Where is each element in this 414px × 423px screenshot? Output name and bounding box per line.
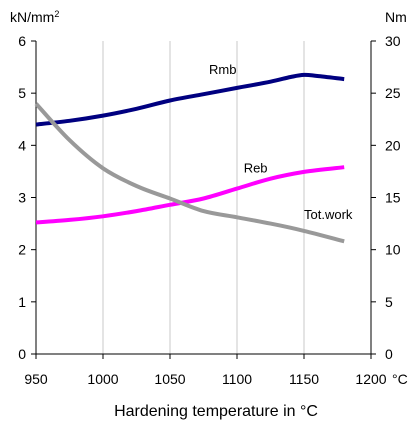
- right-tick-label: 25: [385, 85, 401, 101]
- axes: 0 1 2 3 4 5 6 0 5 10 15 20 25 30 950 1000 1050 1100 1150 12…: [18, 33, 401, 387]
- left-axis-unit-base: kN/mm: [10, 9, 54, 25]
- series-label-reb: Reb: [244, 161, 268, 176]
- left-tick-label: 3: [18, 190, 26, 206]
- x-tick-label: 1150: [289, 371, 319, 387]
- series-labels: Rmb Reb Tot.work: [209, 62, 353, 222]
- x-tick-label: 1000: [87, 371, 118, 387]
- left-tick-label: 6: [18, 33, 26, 49]
- series-line-tot-work: [34, 102, 345, 244]
- right-tick-label: 30: [385, 33, 401, 49]
- series-line-rmb: [35, 72, 345, 127]
- right-tick-label: 0: [385, 346, 393, 362]
- x-tick-label: 1100: [222, 371, 252, 387]
- left-tick-label: 4: [18, 137, 26, 153]
- right-tick-label: 15: [385, 190, 401, 206]
- left-tick-label: 1: [18, 294, 26, 310]
- x-axis-label: Hardening temperature in °C: [114, 403, 318, 420]
- left-tick-label: 0: [18, 346, 26, 362]
- left-axis-unit: kN/mm2: [10, 9, 59, 25]
- left-tick-label: 2: [18, 242, 26, 258]
- right-tick-label: 10: [385, 242, 401, 258]
- x-tick-label: 950: [24, 371, 48, 387]
- right-tick-label: 20: [385, 137, 401, 153]
- x-axis-unit: °C: [392, 371, 408, 387]
- left-axis-unit-superscript: 2: [54, 9, 59, 19]
- right-tick-label: 5: [385, 294, 393, 310]
- right-axis-unit: Nm: [385, 9, 407, 25]
- x-tick-label: 1050: [154, 371, 185, 387]
- series-line-reb: [35, 165, 345, 225]
- series-lines: [34, 72, 345, 244]
- series-label-rmb: Rmb: [209, 62, 236, 77]
- left-tick-label: 5: [18, 85, 26, 101]
- series-label-tot-work: Tot.work: [304, 207, 353, 222]
- x-tick-label: 1200: [355, 371, 386, 387]
